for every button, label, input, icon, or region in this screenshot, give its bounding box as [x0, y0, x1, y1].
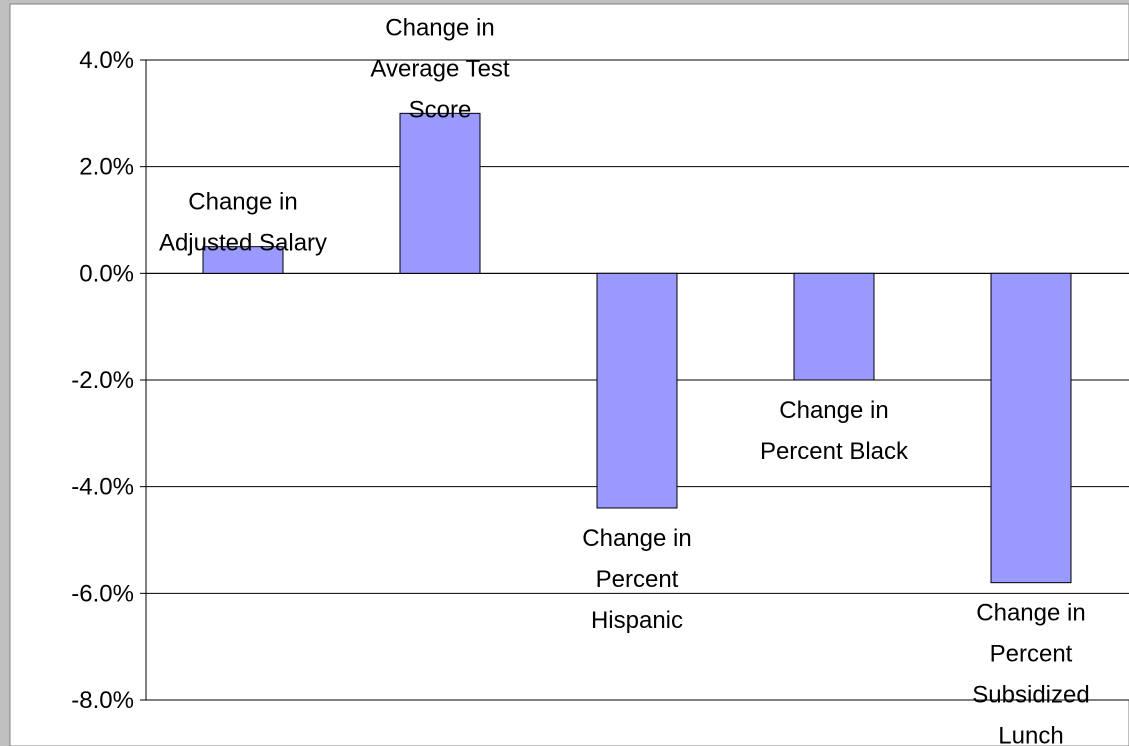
data-label-line: Change in: [779, 397, 888, 424]
bar: [793, 272, 875, 381]
data-label-line: Percent Black: [760, 438, 909, 465]
data-label-line: Change in: [188, 189, 297, 216]
y-tick-label: -2.0%: [71, 367, 134, 394]
data-label-line: Change in: [976, 600, 1085, 627]
data-label: Change in Adjusted Salary: [159, 189, 327, 257]
y-tick-label: 0.0%: [79, 260, 134, 287]
data-label-line: Change in: [385, 14, 494, 41]
data-label-line: Percent: [596, 566, 679, 593]
data-label: Change in Percent Subsidized Lunch: [972, 600, 1089, 746]
bar: [399, 112, 481, 274]
data-labels: Change in Adjusted Salary Change in Average…: [159, 14, 1090, 746]
bars: [202, 112, 1072, 584]
bar: [596, 272, 678, 509]
y-tick-label: 4.0%: [79, 47, 134, 74]
y-tick-label: -6.0%: [71, 580, 134, 607]
data-label: Change in Average Test Score: [370, 14, 510, 123]
bar: [990, 272, 1072, 584]
data-label-line: Hispanic: [591, 607, 683, 634]
y-tick-label: -4.0%: [71, 474, 134, 501]
data-label: Change in Percent Hispanic: [582, 525, 691, 634]
data-label-line: Change in: [582, 525, 691, 552]
data-label-line: Subsidized: [972, 682, 1089, 709]
data-label: Change in Percent Black: [760, 397, 909, 465]
y-tick-labels: 4.0% 2.0% 0.0% -2.0% -4.0% -6.0% -8.0%: [71, 47, 134, 714]
bar: [202, 246, 284, 274]
y-tick-label: -8.0%: [71, 687, 134, 714]
data-label-line: Score: [409, 96, 472, 123]
data-label-line: Average Test: [370, 55, 510, 82]
y-tick-label: 2.0%: [79, 154, 134, 181]
data-label-line: Percent: [990, 641, 1073, 668]
data-label-line: Adjusted Salary: [159, 230, 327, 257]
data-label-line: Lunch: [998, 723, 1063, 746]
